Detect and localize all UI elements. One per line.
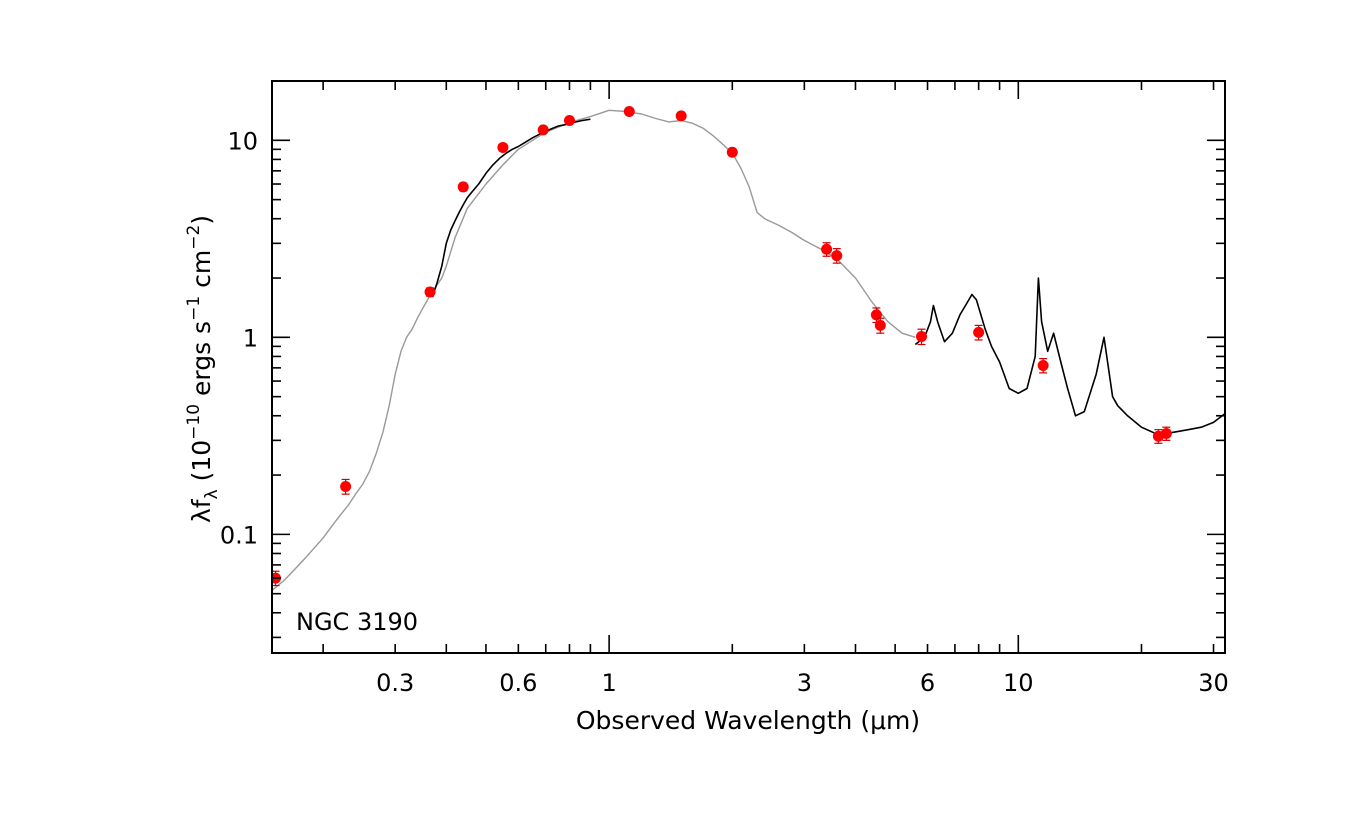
series-line-0 xyxy=(272,109,916,591)
y-title-prefix: λf xyxy=(187,498,216,523)
x-axis-title: Observed Wavelength (μm) xyxy=(576,706,920,735)
y-title-prefix-sub: λ xyxy=(202,489,222,499)
data-point xyxy=(874,319,886,331)
data-point xyxy=(424,286,436,298)
photometry-points xyxy=(272,106,1172,587)
data-point xyxy=(457,181,469,193)
data-point xyxy=(497,141,509,153)
y-title-exp2: −1 xyxy=(184,296,204,321)
data-point xyxy=(675,110,687,122)
data-point xyxy=(870,309,882,321)
data-point xyxy=(821,243,833,255)
data-point xyxy=(916,330,928,342)
y-axis-title: λfλ (10−10 ergs s−1 cm−2) xyxy=(184,215,222,523)
data-point xyxy=(623,106,635,118)
y-title-close: ) xyxy=(187,215,216,225)
y-title-open: (10 xyxy=(187,440,216,490)
y-tick-label: 10 xyxy=(227,127,258,155)
x-tick-labels: 0.3 0.6 1 3 6 10 30 xyxy=(376,669,1229,697)
x-tick-label: 0.6 xyxy=(499,669,537,697)
data-point xyxy=(726,146,738,158)
x-tick-label: 10 xyxy=(1003,669,1034,697)
y-title-exp1: −10 xyxy=(184,404,204,440)
data-point xyxy=(1160,428,1172,440)
y-title-exp3: −2 xyxy=(184,225,204,250)
plot-frame xyxy=(271,80,1226,654)
data-point xyxy=(537,124,549,136)
series-layer xyxy=(272,109,1225,591)
data-point xyxy=(831,250,843,262)
data-point xyxy=(973,326,985,338)
annotation-label: NGC 3190 xyxy=(296,608,418,636)
x-tick-label: 30 xyxy=(1198,669,1229,697)
series-line-1 xyxy=(431,118,591,298)
x-tick-label: 3 xyxy=(797,669,812,697)
data-point xyxy=(340,480,352,492)
series-line-2 xyxy=(914,277,1225,436)
y-title-units2: cm xyxy=(187,250,216,296)
x-tick-label: 6 xyxy=(920,669,935,697)
y-tick-label: 0.1 xyxy=(220,521,258,549)
y-title-units: ergs s xyxy=(187,321,216,404)
data-point xyxy=(1037,359,1049,371)
y-tick-label: 1 xyxy=(243,324,258,352)
x-tick-label: 0.3 xyxy=(376,669,414,697)
axis-ticks xyxy=(272,80,1225,653)
x-tick-label: 1 xyxy=(601,669,616,697)
data-point xyxy=(563,115,575,127)
y-tick-labels: 0.1 1 10 xyxy=(220,127,258,549)
